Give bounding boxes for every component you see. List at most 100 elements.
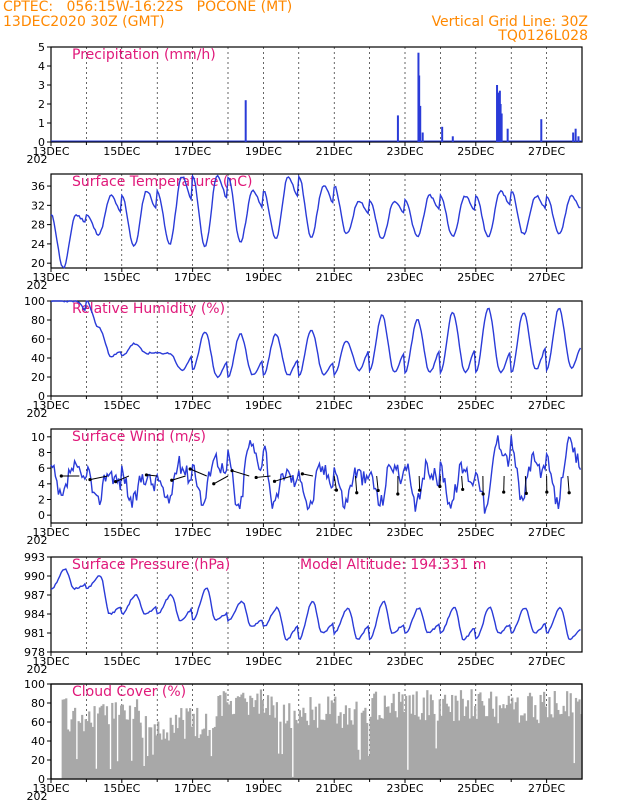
cloud-xtick-label: 27DEC <box>528 782 565 795</box>
cloud-bar <box>447 706 450 779</box>
wind-ytick-label: 10 <box>31 431 45 444</box>
cloud-bar <box>212 728 215 779</box>
cloud-bar <box>339 712 342 779</box>
cloud-bar <box>433 713 436 779</box>
cloud-bar <box>532 717 535 779</box>
cloud-bar <box>135 699 139 779</box>
wind-year-stub: 202 <box>27 534 48 547</box>
temp-xtick-label: 17DEC <box>174 271 211 284</box>
pres-frame <box>50 556 583 653</box>
precip-ytick-label: 0 <box>38 136 45 149</box>
cloud-bar <box>470 689 473 779</box>
cloud-bar <box>422 697 425 779</box>
cloud-bar <box>304 713 307 779</box>
pres-xtick-label: 27DEC <box>528 655 565 668</box>
cloud-bar <box>249 695 252 779</box>
precip-frame <box>50 46 583 143</box>
cloud-bar <box>504 708 507 779</box>
cloud-bar <box>243 698 247 779</box>
cloud-bar <box>95 768 98 779</box>
cloud-bar <box>107 724 110 779</box>
wind-arrow <box>524 475 527 494</box>
cloud-bar <box>86 721 89 779</box>
cloud-bar <box>81 714 84 779</box>
rh-ytick-label: 60 <box>31 333 45 346</box>
cloud-bar <box>497 723 500 779</box>
cloud-bar <box>353 709 356 779</box>
cloud-bar <box>362 710 365 779</box>
temp-ytick-label: 24 <box>31 238 45 251</box>
precip-bar <box>540 119 543 142</box>
cloud-bar <box>465 706 468 779</box>
rh-ytick-label: 0 <box>38 390 45 403</box>
grid-line-note: Vertical Grid Line: 30Z <box>431 14 588 30</box>
cloud-bar <box>206 735 209 779</box>
cloud-bar <box>158 733 162 779</box>
cloud-bar <box>415 691 418 779</box>
wind-ytick-label: 0 <box>38 509 45 522</box>
cloud-bar <box>381 718 385 779</box>
cloud-bar <box>431 700 434 779</box>
cloud-bar <box>364 707 367 779</box>
cloud-bar <box>210 756 213 779</box>
precip-bar <box>577 136 580 142</box>
cloud-bar <box>321 719 325 779</box>
cloud-bar <box>217 695 220 779</box>
cloud-bar <box>196 707 199 779</box>
temp-xtick-label: 27DEC <box>528 271 565 284</box>
cloud-bar <box>511 697 514 779</box>
rh-ytick-label: 80 <box>31 314 45 327</box>
cloud-bar <box>238 697 241 779</box>
cloud-bar <box>242 692 245 779</box>
cloud-bar <box>270 696 273 779</box>
cloud-bar <box>505 704 509 779</box>
rh-ytick-label: 20 <box>31 371 45 384</box>
cloud-bar <box>272 705 275 779</box>
cloud-bar <box>558 714 562 779</box>
cloud-bar <box>137 710 140 779</box>
precip-ytick-label: 1 <box>38 117 45 130</box>
cloud-bar <box>335 723 339 779</box>
cloud-bar <box>528 692 532 779</box>
cloud-bar <box>574 697 578 779</box>
cloud-bar <box>553 691 556 779</box>
cloud-bar <box>550 714 553 779</box>
cloud-bar <box>68 731 71 779</box>
cloud-bar <box>215 716 218 779</box>
temp-xtick-label: 15DEC <box>103 271 140 284</box>
rh-ytick-label: 100 <box>24 295 45 308</box>
wind-arrow-head <box>545 490 549 494</box>
precip-xtick-label: 27DEC <box>528 145 565 158</box>
wind-arrow <box>231 470 250 477</box>
cloud-bar <box>144 716 148 779</box>
cloud-bar <box>157 721 160 779</box>
wind-arrow <box>146 474 158 477</box>
precip-ytick-label: 2 <box>38 98 45 111</box>
precip-xtick-label: 17DEC <box>174 145 211 158</box>
cloud-bar <box>199 734 202 779</box>
cloud-ytick-label: 40 <box>31 735 45 748</box>
cloud-bar <box>291 776 294 779</box>
wind-arrow <box>189 468 207 477</box>
precip-bar <box>418 75 421 142</box>
cloud-bar <box>151 754 155 779</box>
cloud-bar <box>454 695 457 779</box>
cloud-bar <box>442 698 445 779</box>
cloud-bar <box>580 714 583 779</box>
station-title: CPTEC: 056:15W-16:22S POCONE (MT) <box>3 0 293 15</box>
wind-arrow <box>213 475 229 485</box>
wind-arrow-head <box>114 480 118 484</box>
cloud-bar <box>89 722 93 779</box>
cloud-bar <box>164 738 167 779</box>
cloud-bar <box>535 719 539 779</box>
cloud-bar <box>190 726 194 779</box>
precip-year-stub: 202 <box>27 153 48 166</box>
cloud-bar <box>305 720 309 779</box>
cloud-bar <box>189 708 192 779</box>
cloud-bar <box>203 728 206 779</box>
rh-xtick-label: 21DEC <box>316 399 353 412</box>
cloud-bar <box>489 691 493 779</box>
cloud-bar <box>139 722 142 779</box>
rh-series-line <box>50 300 582 379</box>
cloud-bar <box>70 719 73 779</box>
